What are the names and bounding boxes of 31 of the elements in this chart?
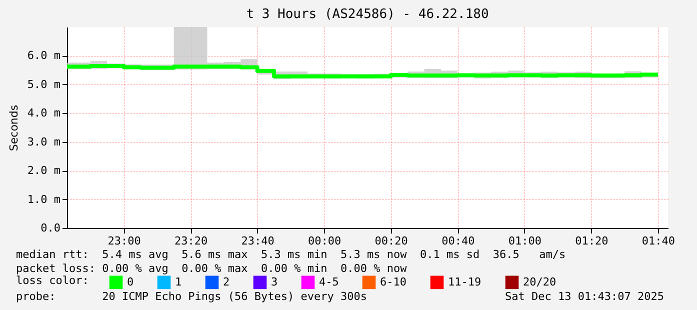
y-tick-label: 3.0 m [27, 135, 61, 148]
legend-label: 0 [127, 275, 134, 288]
y-tick-label: 1.0 m [27, 192, 61, 206]
x-tick-label: 00:40 [442, 234, 475, 248]
y-axis-title: Seconds [7, 104, 20, 152]
y-tick-label: 4.0 m [27, 106, 61, 120]
x-tick-label: 01:20 [575, 234, 608, 248]
x-tick-label: 00:00 [308, 234, 342, 248]
x-tick-label: 23:40 [241, 234, 274, 248]
legend-label: 20/20 [523, 275, 556, 288]
text: median rtt: 5.4 ms avg 5.6 ms max 5.3 ms min 5.3 ms now 0.1 ms sd 36.5 am/s [16, 248, 566, 261]
x-tick-label: 01:00 [508, 234, 542, 248]
legend-label: 11-19 [448, 275, 482, 288]
x-tick-label: 23:20 [174, 234, 208, 248]
text: Sat Dec 13 01:43:07 2025 [505, 290, 664, 303]
x-tick-label: 23:00 [108, 234, 141, 248]
x-tick-label: 00:20 [374, 234, 408, 248]
legend-label: 6-10 [380, 275, 406, 288]
text: probe: 20 ICMP Echo Pings (56 Bytes) every 300s [16, 290, 367, 303]
legend-label: 1 [175, 275, 182, 288]
y-tick-label: 2.0 m [27, 164, 61, 178]
x-tick-label: 01:40 [642, 234, 676, 248]
legend-label: 2 [223, 275, 230, 288]
y-tick-label: 0.0 [40, 222, 60, 234]
legend-label: 3 [271, 275, 278, 288]
chart-title: t 3 Hours (AS24586) - 46.22.180 [246, 7, 489, 22]
text: packet loss: 0.00 % avg 0.00 % max 0.00 % min 0.00 % now [16, 262, 408, 275]
legend-label: 4-5 [319, 275, 339, 288]
y-tick-label: 5.0 m [27, 78, 61, 91]
legend-title: loss color: [16, 274, 89, 287]
y-tick-label: 6.0 m [27, 49, 61, 62]
